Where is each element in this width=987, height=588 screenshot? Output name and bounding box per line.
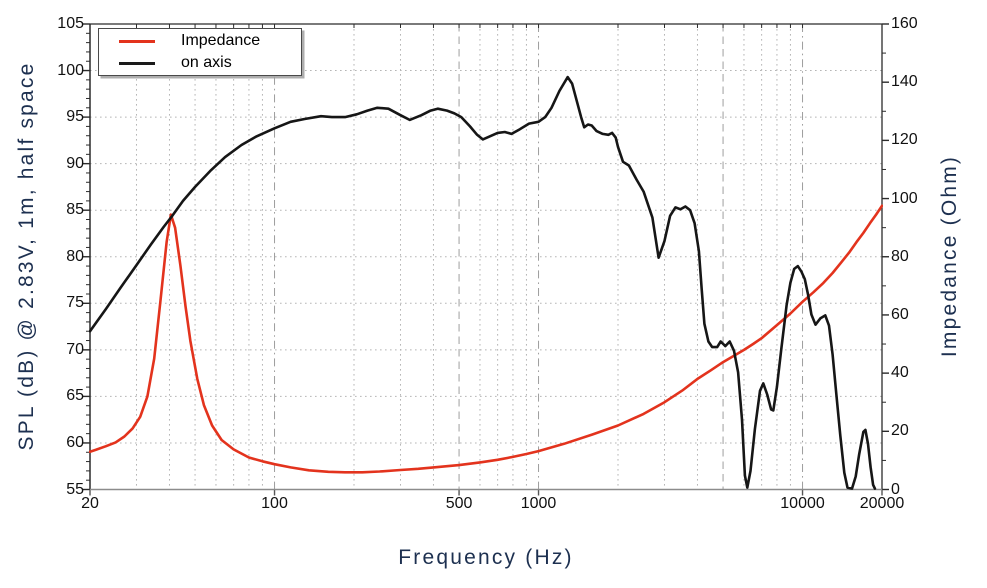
y-right-tick-label: 60 [891, 305, 909, 323]
x-tick-label: 20000 [859, 495, 905, 512]
on-axis-spl-curve [89, 75, 877, 490]
y-left-tick-label: 80 [66, 247, 84, 265]
y-left-tick-label: 85 [66, 201, 84, 219]
impedance-curve [89, 204, 883, 474]
y-axis-title-left: SPL (dB) @ 2.83V, 1m, half space [15, 61, 38, 451]
legend-item-on-axis: on axis [99, 53, 301, 73]
x-tick-label: 100 [261, 495, 288, 512]
x-axis-title: Frequency (Hz) [398, 546, 574, 569]
y-left-tick-label: 100 [57, 61, 84, 79]
on-axis-line-swatch [119, 61, 155, 65]
y-right-tick-label: 160 [891, 15, 918, 32]
x-tick-label: 500 [445, 495, 473, 512]
y-left-tick-label: 75 [66, 294, 84, 312]
y-right-tick-label: 40 [891, 364, 909, 382]
y-right-tick-label: 0 [891, 480, 900, 498]
x-tick-label: 1000 [520, 495, 557, 512]
impedance-line-swatch [119, 39, 155, 43]
y-left-tick-label: 70 [66, 340, 84, 358]
y-right-tick-label: 120 [891, 131, 918, 149]
legend-label-impedance: Impedance [181, 32, 261, 49]
x-tick-label: 20 [81, 495, 99, 512]
y-left-tick-label: 55 [66, 480, 84, 498]
y-left-tick-label: 65 [66, 387, 84, 405]
y-right-tick-label: 20 [891, 422, 909, 440]
y-left-tick-label: 105 [57, 15, 84, 32]
x-tick-label: 10000 [780, 495, 825, 512]
legend-label-on-axis: on axis [181, 54, 232, 71]
y-right-tick-label: 100 [891, 189, 918, 207]
y-right-tick-label: 140 [891, 73, 918, 91]
y-axis-title-right: Impedance (Ohm) [938, 154, 961, 358]
legend: Impedance on axis [98, 28, 302, 76]
y-right-tick-label: 80 [891, 247, 909, 265]
y-left-tick-label: 60 [66, 433, 84, 451]
y-left-tick-label: 95 [66, 108, 84, 126]
y-left-tick-label: 90 [66, 154, 84, 172]
legend-item-impedance: Impedance [99, 31, 301, 51]
